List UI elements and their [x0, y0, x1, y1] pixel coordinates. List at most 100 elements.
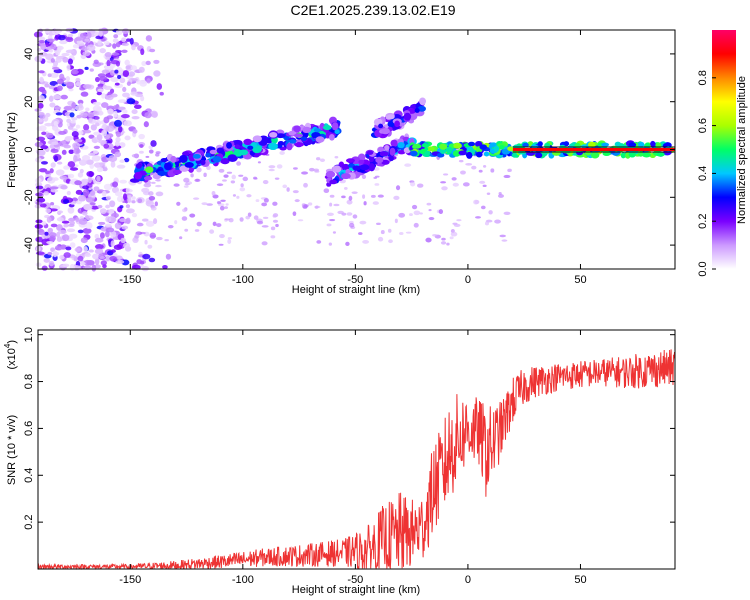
noise-blob — [456, 219, 462, 222]
noise-blob — [428, 209, 432, 212]
noise-blob — [78, 194, 87, 202]
trace-blob — [499, 145, 505, 150]
noise-blob — [183, 185, 189, 188]
noise-blob — [38, 229, 44, 233]
noise-blob — [70, 120, 77, 124]
noise-blob — [83, 246, 88, 253]
noise-blob — [61, 234, 70, 242]
noise-blob — [143, 121, 149, 128]
noise-blob — [75, 189, 83, 195]
noise-blob — [279, 151, 285, 155]
noise-blob — [102, 264, 107, 269]
noise-blob — [216, 201, 221, 204]
noise-blob — [83, 124, 90, 131]
noise-blob — [131, 212, 138, 218]
noise-blob — [329, 218, 336, 222]
noise-blob — [352, 214, 358, 219]
noise-blob — [125, 65, 131, 70]
noise-blob — [153, 218, 158, 225]
noise-blob — [405, 231, 412, 234]
noise-blob — [93, 186, 100, 192]
trace-blob — [439, 143, 448, 150]
branch-blob — [234, 144, 241, 150]
noise-blob — [49, 72, 59, 78]
noise-blob — [105, 195, 112, 201]
noise-blob — [99, 208, 107, 215]
noise-blob — [35, 185, 44, 190]
noise-blob — [297, 219, 304, 222]
noise-blob — [51, 125, 59, 131]
noise-blob — [293, 167, 298, 170]
noise-blob — [71, 130, 79, 138]
spectrogram-x-tick-label: 50 — [574, 274, 586, 286]
snr-scale-base: (x10 — [6, 348, 18, 369]
noise-blob — [410, 181, 416, 187]
noise-blob — [86, 170, 95, 177]
noise-blob — [348, 195, 353, 201]
snr-scale-exponent: 4 — [3, 343, 12, 348]
noise-blob — [183, 177, 190, 183]
noise-blob — [83, 259, 92, 266]
noise-blob — [63, 223, 69, 228]
noise-blob — [106, 59, 111, 67]
snr-x-label: Height of straight line (km) — [292, 584, 420, 596]
noise-blob — [105, 125, 115, 133]
noise-blob — [125, 187, 131, 194]
noise-blob — [81, 155, 91, 161]
noise-blob — [498, 191, 502, 195]
noise-blob — [94, 116, 100, 120]
noise-blob — [122, 109, 128, 114]
noise-blob — [90, 205, 100, 210]
noise-blob — [136, 222, 144, 227]
noise-blob — [417, 183, 424, 188]
spectrogram-panel: -150 -100 -50 0 50 -40 -20 0 20 40 Height of str… — [6, 27, 676, 296]
noise-blob — [253, 176, 258, 180]
noise-blob — [45, 46, 53, 51]
noise-blob — [146, 78, 151, 84]
noise-blob — [96, 166, 104, 173]
noise-blob — [54, 245, 63, 251]
noise-blob — [48, 85, 55, 90]
noise-blob — [394, 218, 398, 224]
noise-blob — [343, 186, 348, 190]
noise-blob — [126, 98, 136, 105]
noise-blob — [159, 91, 164, 96]
noise-blob — [82, 84, 92, 89]
noise-blob — [262, 216, 269, 220]
branch-blob — [345, 158, 355, 163]
noise-blob — [458, 159, 464, 163]
noise-blob — [125, 204, 131, 209]
trace-blob — [469, 148, 476, 153]
noise-blob — [232, 194, 237, 197]
noise-blob — [59, 40, 68, 45]
branch-blob — [275, 133, 286, 139]
noise-blob — [50, 247, 56, 253]
trace-blob — [584, 150, 592, 156]
noise-blob — [301, 171, 309, 175]
noise-blob — [68, 149, 75, 155]
noise-blob — [122, 86, 127, 92]
noise-blob — [453, 223, 461, 227]
trace-blob — [522, 142, 529, 148]
noise-blob — [131, 196, 136, 200]
noise-blob — [112, 105, 118, 110]
branch-blob — [389, 147, 396, 156]
branch-blob — [160, 157, 168, 163]
noise-blob — [103, 143, 110, 149]
noise-blob — [119, 179, 127, 184]
noise-blob — [329, 202, 333, 207]
noise-blob — [475, 216, 481, 219]
noise-blob — [348, 222, 355, 228]
noise-blob — [272, 219, 279, 223]
branch-blob — [387, 120, 395, 128]
noise-blob — [173, 183, 180, 187]
noise-blob — [126, 38, 131, 42]
noise-blob — [77, 172, 84, 178]
noise-blob — [153, 59, 160, 64]
noise-blob — [52, 94, 61, 100]
trace-blob — [458, 150, 467, 156]
branch-blob — [269, 131, 278, 138]
spectrogram-y-axis: -40 -20 0 20 40 — [23, 48, 675, 253]
noise-blob — [326, 223, 332, 227]
noise-blob — [110, 249, 116, 253]
